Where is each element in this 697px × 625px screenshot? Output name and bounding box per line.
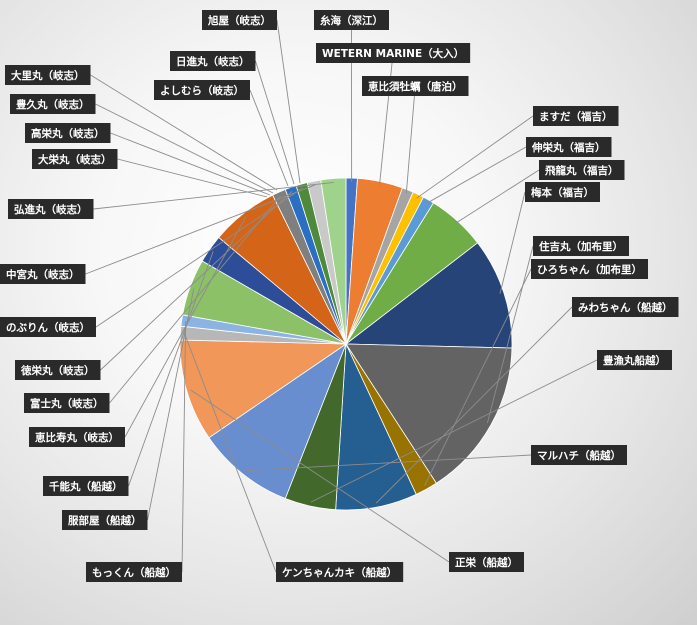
- slice-12-label-box: [449, 552, 524, 572]
- slice-5-label-box: [539, 160, 625, 180]
- pie-slice-22: [320, 177, 347, 345]
- slice-3-label: ますだ（福吉）: [539, 110, 613, 123]
- extra-3-label: 大里丸（岐志）: [11, 69, 85, 82]
- slice-6-label-box: [525, 182, 600, 202]
- slice-4-label-box: [526, 137, 612, 157]
- slice-4-leader-line: [426, 146, 527, 204]
- slice-3-label-box: [533, 106, 619, 126]
- slice-5-leader-line: [454, 169, 540, 225]
- extra-4-label: 豊久丸（岐志）: [16, 98, 90, 111]
- slice-3-leader-line: [416, 115, 534, 199]
- extra-2-label: よしむら（岐志）: [160, 84, 244, 97]
- slice-2-leader-line: [405, 85, 416, 194]
- slice-19-label: 徳栄丸（岐志）: [20, 364, 95, 377]
- slice-2-label-box: [362, 76, 469, 96]
- slice-15-label-box: [62, 510, 148, 530]
- extra-1-leader-line: [255, 60, 295, 185]
- slice-7-label-box: [533, 236, 629, 256]
- slice-11-label: マルハチ（船越）: [537, 449, 621, 462]
- extra-0-label: 旭屋（岐志）: [207, 14, 271, 27]
- slice-labels: 糸海（深江） WETERN MARINE（大入） 恵比須牡蠣（唐泊） ますだ（福吉） 伸…: [0, 10, 679, 582]
- slice-1-label: WETERN MARINE（大入）: [322, 47, 464, 60]
- extra-2-leader-line: [249, 89, 289, 187]
- pie-slice-7: [345, 343, 513, 484]
- extra-3-leader-line: [90, 74, 278, 191]
- extra-5-label: 高栄丸（岐志）: [31, 127, 105, 140]
- slice-6-label: 梅本（福吉）: [531, 186, 594, 199]
- slice-12-leader-line: [190, 389, 450, 563]
- slice-8-leader-line: [424, 268, 532, 486]
- slice-11-leader-line: [245, 454, 532, 472]
- slice-1-label-box: [316, 43, 471, 63]
- slice-17-label-box: [29, 427, 125, 447]
- slice-16-leader-line: [128, 251, 214, 487]
- slice-8-label-box: [531, 259, 648, 279]
- slice-14-label: もっくん（船越）: [92, 566, 176, 579]
- extra-0-leader-line: [276, 19, 301, 184]
- slice-2-label: 恵比須牡蠣（唐泊）: [368, 80, 463, 93]
- extra-3-label-box: [5, 65, 91, 85]
- slice-9-label: みわちゃん（船越）: [578, 301, 673, 314]
- slice-10-label: 豊漁丸船越）: [603, 354, 666, 367]
- slice-4-label: 伸栄丸（福吉）: [531, 141, 606, 154]
- slice-18-label-box: [24, 393, 110, 413]
- slice-18-leader-line: [109, 195, 281, 404]
- extra-6-label: 大栄丸（岐志）: [38, 153, 112, 166]
- pie-slice-11: [208, 342, 347, 500]
- slice-5-label: 飛龍丸（福吉）: [544, 164, 619, 177]
- extra-2-label-box: [154, 80, 250, 100]
- slice-12-label: 正栄（船越）: [455, 556, 518, 569]
- extra-1-label-box: [170, 51, 256, 71]
- slice-20-label: のぶりん（岐志）: [6, 321, 90, 334]
- slice-20-label-box: [0, 317, 96, 337]
- extra-1-label: 日進丸（岐志）: [176, 55, 250, 68]
- slice-17-label: 恵比寿丸（岐志）: [35, 431, 119, 444]
- slice-19-label-box: [15, 360, 101, 380]
- pie-slice-6: [344, 242, 513, 349]
- slice-21-label: 中宮丸（岐志）: [6, 268, 80, 281]
- slice-1-leader-line: [379, 52, 394, 186]
- slice-13-label-box: [276, 562, 404, 582]
- slice-9-leader-line: [375, 306, 573, 504]
- slice-14-leader-line: [181, 321, 187, 573]
- slice-7-leader-line: [486, 245, 534, 424]
- slice-21-leader-line: [85, 184, 315, 275]
- slice-0-label: 糸海（深江）: [320, 14, 383, 27]
- extra-0-label-box: [202, 10, 277, 30]
- slice-19-leader-line: [100, 190, 293, 371]
- slice-7-label: 住吉丸（加布里）: [539, 240, 623, 253]
- slice-16-label-box: [43, 476, 129, 496]
- slice-22-leader-line: [93, 182, 334, 210]
- extra-4-label-box: [10, 94, 96, 114]
- slice-13-label: ケンちゃんカキ（船越）: [282, 566, 397, 579]
- extra-4-leader-line: [95, 103, 274, 194]
- extra-6-leader-line: [117, 158, 268, 198]
- slice-10-leader-line: [310, 359, 598, 503]
- pie-slices: [179, 177, 513, 511]
- slice-11-label-box: [531, 445, 627, 465]
- slice-20-leader-line: [95, 187, 303, 328]
- slice-16-label: 千能丸（船越）: [49, 480, 123, 493]
- extra-5-label-box: [25, 123, 111, 143]
- slice-10-label-box: [597, 350, 672, 370]
- slice-0-label-box: [314, 10, 389, 30]
- slice-14-label-box: [86, 562, 182, 582]
- slice-15-label: 服部屋（船越）: [68, 514, 142, 527]
- slice-22-label: 弘進丸（岐志）: [14, 203, 88, 216]
- slice-21-label-box: [0, 264, 86, 284]
- slice-18-label: 富士丸（岐志）: [30, 397, 104, 410]
- slice-9-label-box: [572, 297, 679, 317]
- slice-22-label-box: [8, 199, 94, 219]
- slice-13-leader-line: [183, 333, 277, 573]
- slice-6-leader-line: [499, 191, 526, 294]
- leader-lines: [85, 19, 598, 573]
- slice-8-label: ひろちゃん（加布里）: [537, 263, 642, 276]
- extra-5-leader-line: [110, 132, 271, 196]
- extra-6-label-box: [32, 149, 118, 169]
